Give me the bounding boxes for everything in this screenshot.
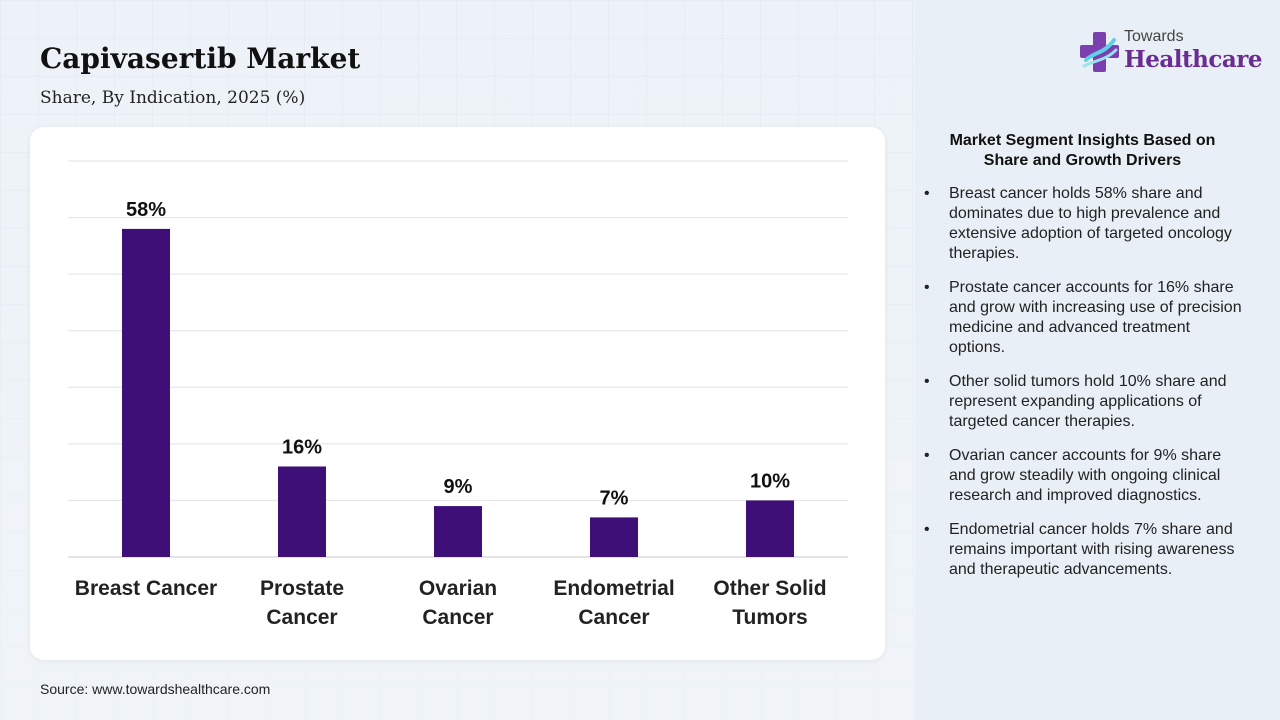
category-label: Tumors [732, 606, 807, 629]
insight-text: Ovarian cancer accounts for 9% share and… [949, 447, 1222, 504]
page-title: Capivasertib Market [40, 42, 361, 75]
insights-list: • Breast cancer holds 58% share and domin… [922, 184, 1242, 594]
category-label: Cancer [422, 606, 493, 629]
category-label: Other Solid [713, 577, 826, 600]
bar-chart: 58% Breast Cancer 16% Prostate Cancer 9% Ovari… [68, 160, 848, 629]
insights-heading: Market Segment Insights Based on Share a… [930, 131, 1235, 171]
insight-item: • Breast cancer holds 58% share and domin… [922, 184, 1242, 264]
bar [122, 228, 170, 557]
category-label: Breast Cancer [75, 577, 217, 600]
insight-item: • Endometrial cancer holds 7% share and r… [922, 520, 1242, 580]
category-label: Ovarian [419, 577, 497, 600]
page-subtitle: Share, By Indication, 2025 (%) [40, 88, 306, 108]
bar [590, 517, 638, 557]
insights-heading-line2: Share and Growth Drivers [983, 152, 1182, 169]
data-label: 58% [126, 199, 166, 221]
category-label: Prostate [260, 577, 344, 600]
insight-item: • Prostate cancer accounts for 16% share … [922, 278, 1242, 358]
bullet-icon: • [924, 279, 930, 296]
insight-text: Other solid tumors hold 10% share and re… [949, 373, 1227, 430]
insight-text: Prostate cancer accounts for 16% share a… [949, 279, 1242, 356]
insights-panel [915, 0, 1280, 720]
insight-text: Endometrial cancer holds 7% share and re… [949, 521, 1235, 578]
bar [434, 506, 482, 557]
category-label: Endometrial [553, 577, 674, 600]
data-label: 9% [444, 476, 473, 498]
category-label: Cancer [266, 606, 337, 629]
data-label: 7% [600, 487, 629, 509]
insight-text: Breast cancer holds 58% share and domina… [949, 185, 1232, 262]
data-label: 10% [750, 470, 790, 492]
bar [746, 500, 794, 557]
bar [278, 466, 326, 557]
bullet-icon: • [924, 447, 930, 464]
brand-logo: Towards Healthcare [1080, 28, 1263, 78]
data-label: 16% [282, 436, 322, 458]
bullet-icon: • [924, 185, 930, 202]
insight-item: • Ovarian cancer accounts for 9% share an… [922, 446, 1242, 506]
bullet-icon: • [924, 373, 930, 390]
category-label: Cancer [578, 606, 649, 629]
source-note: Source: www.towardshealthcare.com [40, 681, 271, 697]
medical-cross-icon [1080, 32, 1119, 72]
logo-text-towards: Towards [1124, 28, 1184, 45]
insight-item: • Other solid tumors hold 10% share and r… [922, 372, 1242, 432]
logo-text-healthcare: Healthcare [1124, 46, 1263, 73]
insights-heading-line1: Market Segment Insights Based on [949, 132, 1216, 149]
bullet-icon: • [924, 521, 930, 538]
chart-card: 58% Breast Cancer 16% Prostate Cancer 9% Ovari… [30, 127, 885, 660]
